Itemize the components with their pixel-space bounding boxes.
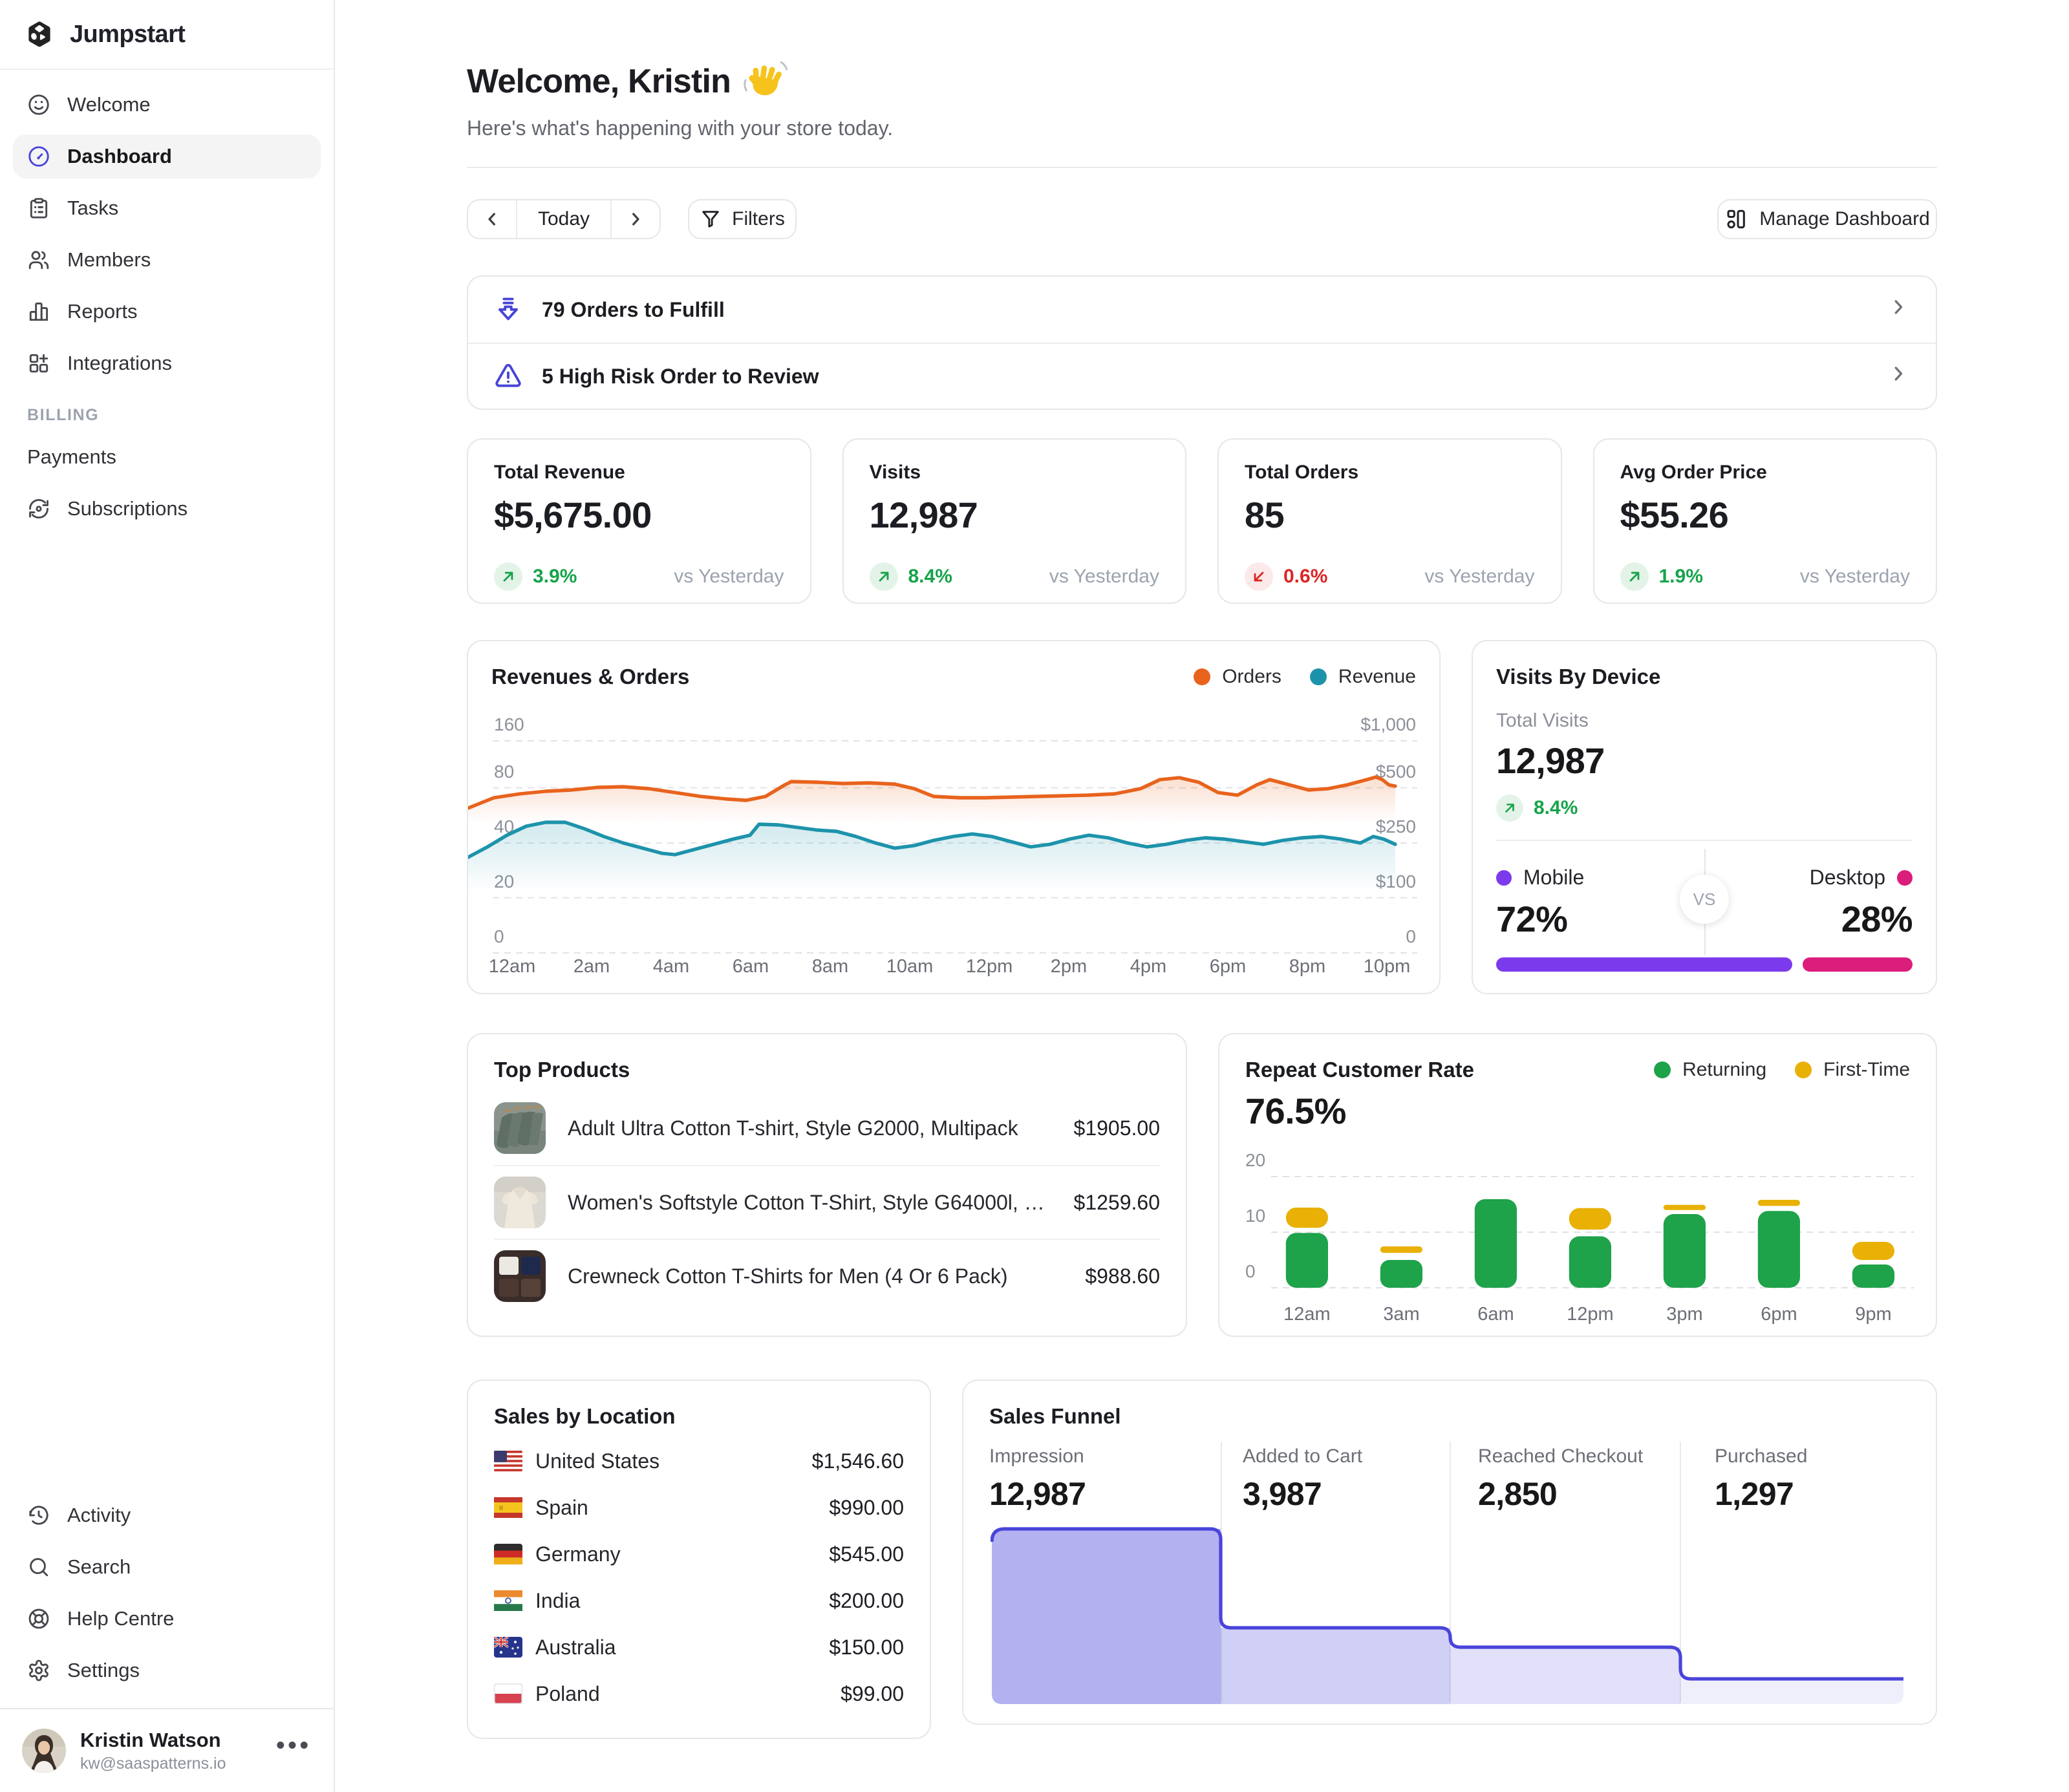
svg-text:6pm: 6pm: [1761, 1304, 1797, 1325]
svg-text:6am: 6am: [1477, 1304, 1514, 1325]
svg-text:12am: 12am: [1283, 1304, 1331, 1325]
svg-text:10: 10: [1245, 1206, 1265, 1226]
svg-text:2am: 2am: [574, 956, 610, 977]
svg-text:80: 80: [494, 762, 514, 782]
svg-text:4am: 4am: [653, 956, 689, 977]
svg-text:9pm: 9pm: [1855, 1304, 1891, 1325]
svg-text:$1,000: $1,000: [1360, 714, 1416, 734]
svg-text:12pm: 12pm: [1567, 1304, 1614, 1325]
svg-text:0: 0: [494, 926, 504, 946]
svg-text:3am: 3am: [1383, 1304, 1419, 1325]
svg-text:2pm: 2pm: [1051, 956, 1087, 977]
svg-text:160: 160: [494, 714, 524, 734]
svg-text:20: 20: [1245, 1150, 1265, 1170]
svg-text:4pm: 4pm: [1130, 956, 1166, 977]
svg-text:12pm: 12pm: [966, 956, 1013, 977]
svg-text:12am: 12am: [489, 956, 536, 977]
svg-text:10am: 10am: [886, 956, 934, 977]
svg-text:0: 0: [1406, 926, 1416, 946]
svg-text:3pm: 3pm: [1666, 1304, 1702, 1325]
svg-text:10pm: 10pm: [1364, 956, 1411, 977]
svg-text:6pm: 6pm: [1210, 956, 1246, 977]
svg-text:6am: 6am: [733, 956, 769, 977]
svg-text:8pm: 8pm: [1289, 956, 1325, 977]
svg-text:0: 0: [1245, 1261, 1256, 1281]
svg-text:8am: 8am: [812, 956, 848, 977]
